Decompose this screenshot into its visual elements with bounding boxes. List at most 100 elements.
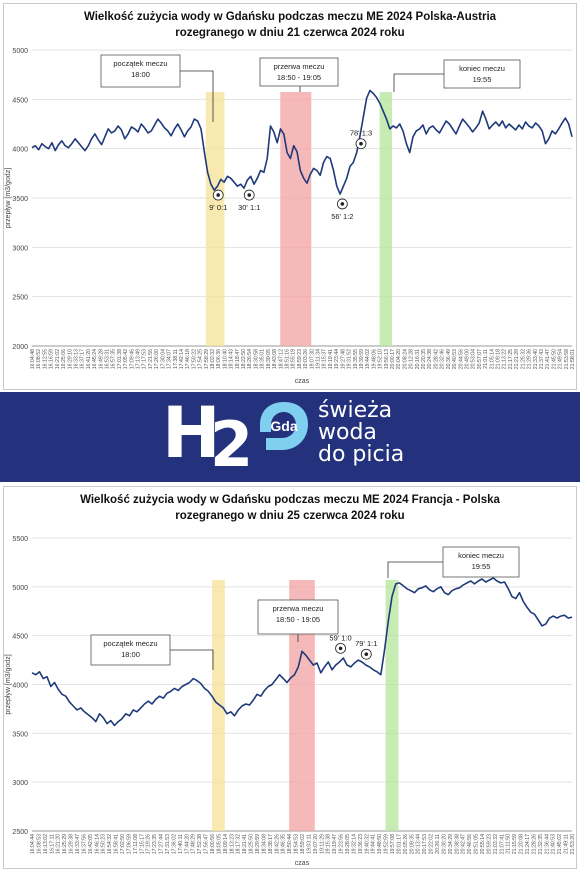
y-tick-label: 4500 bbox=[12, 634, 28, 641]
x-tick-label: 19:27:48 bbox=[340, 349, 346, 369]
gda-logo-text: Gda bbox=[270, 418, 297, 434]
x-tick-label: 21:05:14 bbox=[489, 349, 495, 369]
x-tick-label: 21:24:17 bbox=[525, 834, 531, 854]
x-tick-label: 18:14:43 bbox=[229, 349, 235, 369]
x-tick-label: 16:57:35 bbox=[111, 349, 117, 369]
callout-label: początek meczu bbox=[113, 59, 167, 68]
x-tick-label: 16:12:55 bbox=[42, 349, 48, 369]
x-tick-label: 18:55:19 bbox=[291, 349, 297, 369]
x-tick-label: 21:37:43 bbox=[539, 349, 545, 369]
x-tick-label: 19:23:44 bbox=[334, 349, 340, 369]
x-tick-label: 18:00:56 bbox=[210, 834, 216, 854]
x-tick-label: 17:50:22 bbox=[191, 349, 197, 369]
x-tick-label: 18:54:53 bbox=[294, 834, 300, 854]
x-tick-label: 21:40:53 bbox=[551, 834, 557, 854]
goal-label: 79' 1:1 bbox=[355, 639, 377, 648]
x-tick-label: 21:49:11 bbox=[564, 834, 570, 854]
x-tick-label: 16:49:28 bbox=[98, 349, 104, 369]
callout-1: przerwa meczu 18:50 - 19:05 bbox=[257, 599, 339, 642]
x-tick-label: 17:54:25 bbox=[198, 349, 204, 369]
x-tick-label: 17:56:47 bbox=[204, 834, 210, 854]
x-tick-label: 19:15:38 bbox=[326, 834, 332, 854]
x-tick-label: 20:22:02 bbox=[429, 834, 435, 854]
y-tick-label: 3000 bbox=[12, 780, 28, 787]
tagline-line-3: do picia bbox=[318, 442, 405, 467]
x-tick-label: 18:47:12 bbox=[278, 349, 284, 369]
callout-time: 18:00 bbox=[121, 650, 140, 659]
callout-box bbox=[90, 634, 171, 666]
x-tick-label: 20:20:35 bbox=[421, 349, 427, 369]
x-tick-label: 17:01:38 bbox=[117, 349, 123, 369]
x-tick-label: 16:41:20 bbox=[86, 349, 92, 369]
x-axis-label: czas bbox=[295, 860, 310, 867]
callout-leader bbox=[170, 649, 214, 670]
x-tick-label: 17:31:53 bbox=[165, 834, 171, 854]
y-tick-label: 4000 bbox=[12, 147, 28, 154]
x-tick-label: 20:13:44 bbox=[416, 834, 422, 854]
x-tick-label: 18:05:05 bbox=[216, 834, 222, 854]
x-tick-label: 19:57:08 bbox=[390, 834, 396, 854]
x-tick-label: 16:21:20 bbox=[56, 834, 62, 854]
callout-2: koniec meczu 19:55 bbox=[387, 546, 520, 578]
panel-frame bbox=[3, 3, 577, 390]
x-tick-label: 20:55:14 bbox=[480, 834, 486, 854]
x-tick-label: 21:53:58 bbox=[564, 349, 570, 369]
callout-box bbox=[259, 57, 339, 87]
x-tick-label: 18:06:36 bbox=[216, 349, 222, 369]
chart-plot-1: 2000 2500 3000 3500 4000 4500 5000 16:04:48 16:0… bbox=[5, 48, 576, 385]
match-phase-band bbox=[212, 580, 225, 831]
match-phase-band bbox=[205, 92, 225, 346]
x-tick-label: 17:36:02 bbox=[171, 834, 177, 854]
x-tick-label: 19:07:30 bbox=[309, 349, 315, 369]
x-tick-label: 17:09:46 bbox=[129, 349, 135, 369]
x-tick-label: 16:13:02 bbox=[43, 834, 49, 854]
x-tick-label: 18:25:50 bbox=[249, 834, 255, 854]
x-tick-label: 19:32:14 bbox=[351, 834, 357, 854]
football-icon-patch bbox=[364, 652, 369, 657]
x-tick-label: 16:04:48 bbox=[30, 349, 36, 369]
x-tick-label: 21:17:25 bbox=[508, 349, 514, 369]
x-tick-label: 18:34:08 bbox=[261, 834, 267, 854]
callout-label: przerwa meczu bbox=[273, 604, 324, 613]
goal-label: 30' 1:1 bbox=[238, 203, 260, 212]
x-tick-label: 18:17:32 bbox=[236, 834, 242, 854]
goal-annotation: 56' 1:2 bbox=[331, 198, 353, 221]
x-tick-label: 20:28:42 bbox=[434, 349, 440, 369]
y-tick-label: 2500 bbox=[12, 295, 28, 302]
callout-label: przerwa meczu bbox=[274, 62, 325, 71]
x-tick-label: 16:25:29 bbox=[62, 834, 68, 854]
x-tick-label: 21:32:35 bbox=[538, 834, 544, 854]
chart-panel-francja-polska: Wielkość zużycia wody w Gdańsku podczas … bbox=[0, 482, 580, 870]
y-tick-label: 5000 bbox=[12, 48, 28, 55]
y-tick-label: 2000 bbox=[12, 344, 28, 351]
x-tick-label: 21:15:59 bbox=[512, 834, 518, 854]
brand-h-letter: H bbox=[162, 392, 221, 474]
x-tick-label: 18:59:02 bbox=[300, 834, 306, 854]
x-tick-label: 21:49:54 bbox=[558, 349, 564, 369]
x-tick-label: 20:26:11 bbox=[435, 834, 441, 854]
flow-series-line bbox=[31, 577, 573, 727]
x-tick-label: 17:19:26 bbox=[146, 834, 152, 854]
goal-annotation: 78' 1:3 bbox=[350, 129, 372, 150]
goal-annotation: 30' 1:1 bbox=[238, 189, 260, 212]
callout-0: początek meczu 18:00 bbox=[90, 634, 214, 670]
brand-2-digit: 2 bbox=[210, 408, 254, 481]
x-tick-label: 16:37:17 bbox=[80, 349, 86, 369]
x-tick-label: 20:53:04 bbox=[471, 349, 477, 369]
x-tick-label: 20:05:26 bbox=[403, 834, 409, 854]
x-tick-label: 20:36:49 bbox=[446, 349, 452, 369]
goal-label: 9' 0:1 bbox=[209, 203, 227, 212]
x-tick-label: 16:46:14 bbox=[94, 834, 100, 854]
x-tick-label: 19:31:52 bbox=[347, 349, 353, 369]
x-tick-label: 17:46:18 bbox=[185, 349, 191, 369]
x-tick-label: 17:42:14 bbox=[179, 349, 185, 369]
x-tick-label: 18:51:16 bbox=[285, 349, 291, 369]
x-tick-label: 21:09:18 bbox=[496, 349, 502, 369]
panel-frame bbox=[3, 486, 577, 869]
x-tick-label: 18:30:58 bbox=[254, 349, 260, 369]
match-phase-band bbox=[280, 92, 312, 346]
x-tick-label: 19:52:59 bbox=[384, 834, 390, 854]
x-tick-label: 16:37:56 bbox=[81, 834, 87, 854]
x-tick-label: 19:40:32 bbox=[364, 834, 370, 854]
y-tick-label: 3000 bbox=[12, 245, 28, 252]
